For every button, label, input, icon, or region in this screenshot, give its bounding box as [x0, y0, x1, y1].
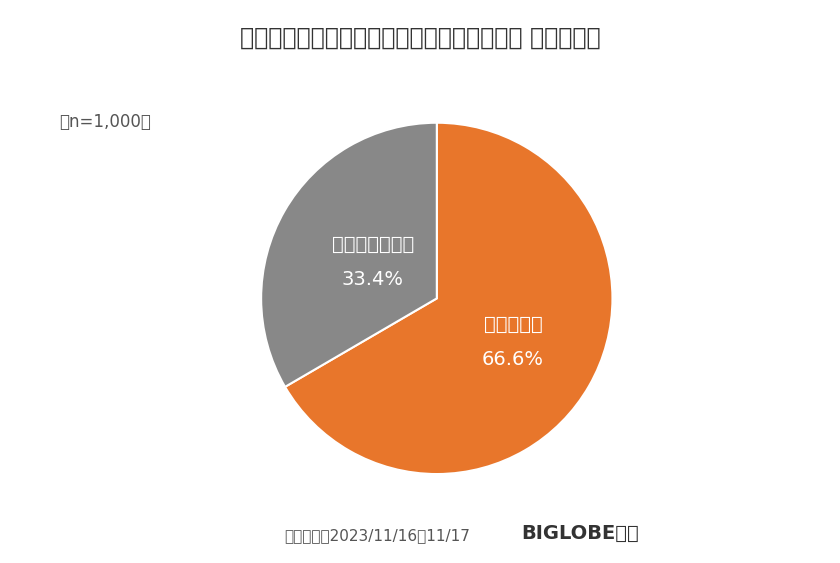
Text: 33.4%: 33.4%	[342, 270, 404, 289]
Wedge shape	[261, 123, 437, 387]
Text: 調査期間：2023/11/16～11/17: 調査期間：2023/11/16～11/17	[285, 528, 470, 543]
Wedge shape	[285, 123, 612, 474]
Text: （費用や混雑という課題が言われていても） 温泉は好き: （費用や混雑という課題が言われていても） 温泉は好き	[239, 25, 601, 50]
Text: あてはまる: あてはまる	[484, 315, 543, 334]
Text: （n=1,000）: （n=1,000）	[59, 113, 150, 131]
Text: あてはまらない: あてはまらない	[332, 235, 414, 253]
Text: 66.6%: 66.6%	[482, 350, 544, 369]
Text: BIGLOBE調べ: BIGLOBE調べ	[521, 524, 638, 543]
